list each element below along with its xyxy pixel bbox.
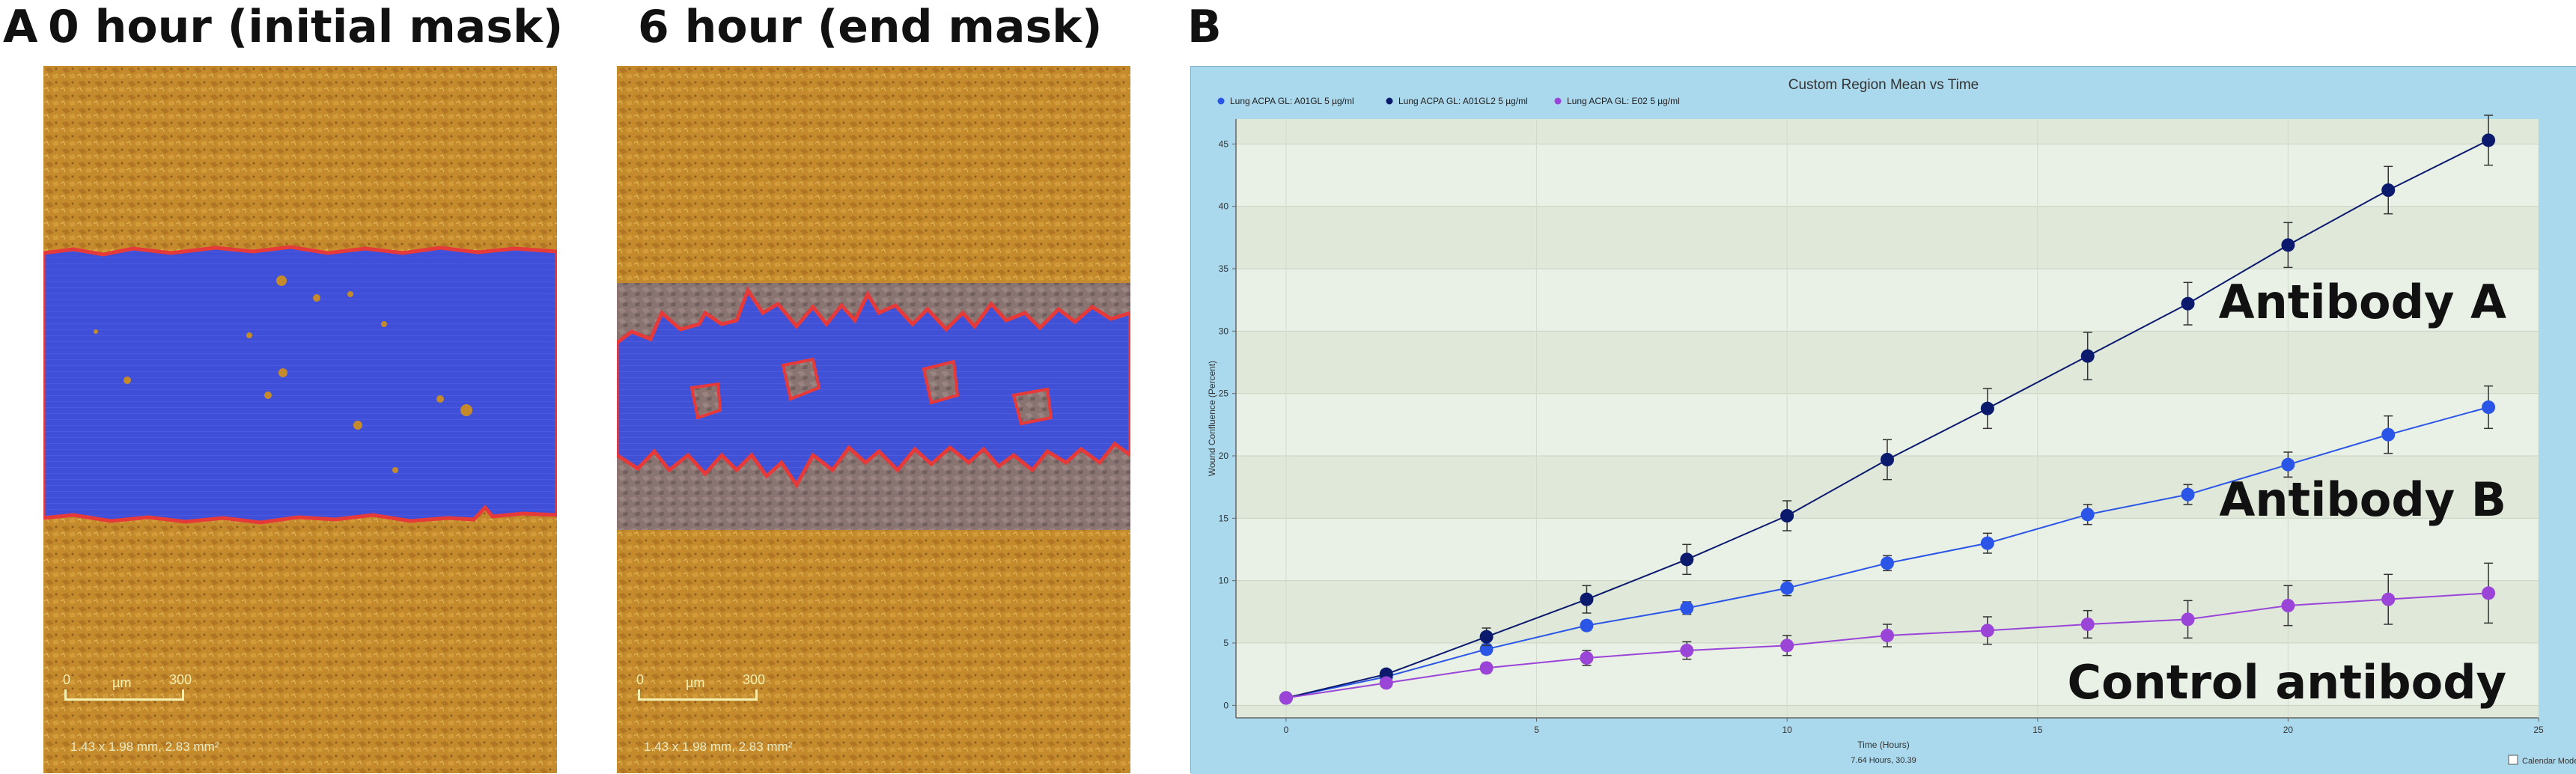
panel-b-letter: B [1187,1,1222,53]
initial-mask-title: 0 hour (initial mask) [48,1,564,53]
data-point [1479,661,1493,675]
x-tick-label: 10 [1782,725,1792,735]
y-tick-label: 40 [1219,201,1229,212]
legend-marker [1217,97,1225,105]
chart-ticks: 0 5 10 15 20 25 30 35 40 45 0 5 10 15 20 25 [1219,138,2544,735]
data-point [2080,349,2095,363]
legend-label: Lung ACPA GL: A01GL2 5 µg/ml [1398,96,1528,106]
scalebar-unit-label: µm [686,675,705,690]
data-point [1881,629,1894,642]
micrograph-initial-mask: 0 µm 300 1.43 x 1.98 mm, 2.83 mm² [43,66,557,773]
legend-marker [1386,97,1393,105]
data-point [1580,618,1594,633]
y-tick-label: 30 [1219,326,1229,336]
x-tick-label: 25 [2533,725,2544,735]
data-point [2381,592,2396,606]
grid-band [1236,643,2539,706]
scalebar [638,698,758,701]
control-antibody-label: Control antibody [2067,655,2506,710]
panel-a-letter: A [3,1,38,53]
end-mask-image [617,66,1130,773]
data-point [2482,400,2496,414]
scalebar-left-tick [638,689,640,700]
data-point [2080,508,2095,522]
initial-mask-image [43,66,557,773]
data-point [2181,487,2195,502]
data-point [2281,599,2295,612]
data-point [2381,427,2396,442]
calendar-mode-label: Calendar Mode [2522,757,2576,766]
data-point [1980,536,1994,550]
data-point [2281,457,2295,472]
image-dimensions-label: 1.43 x 1.98 mm, 2.83 mm² [644,740,793,754]
chart-series [1279,115,2496,705]
data-point [1980,624,1994,638]
x-tick-label: 0 [1284,725,1289,735]
scalebar-zero-label: 0 [636,672,645,687]
scalebar-right-tick [755,689,758,700]
y-tick-label: 25 [1219,388,1229,399]
legend-label: Lung ACPA GL: E02 5 µg/ml [1567,96,1680,106]
chart-legend: Lung ACPA GL: A01GL 5 µg/ml Lung ACPA GL:… [1217,96,1680,106]
data-point [1980,401,1994,415]
wound-confluence-chart: Custom Region Mean vs Time Lung ACPA GL:… [1190,66,2576,774]
y-tick-label: 0 [1223,700,1228,710]
scalebar-zero-label: 0 [63,672,71,687]
calendar-mode-checkbox[interactable] [2508,755,2518,765]
data-point [2281,238,2295,252]
data-point [2482,133,2496,147]
x-tick-label: 20 [2283,725,2294,735]
data-point [1680,552,1694,567]
y-axis-label: Wound Confluence (Percent) [1207,361,1217,477]
data-point [1881,453,1894,466]
grid-band [1236,518,2539,581]
data-point [1379,676,1393,690]
antibody-b-label: Antibody B [2219,472,2506,527]
chart-axes [1235,119,2539,719]
legend-marker [1554,97,1562,105]
data-point [1580,651,1594,665]
y-tick-label: 5 [1223,638,1228,648]
series-group [1279,562,2496,705]
data-point [2181,612,2195,627]
status-readout: 7.64 Hours, 30.39 [1851,756,1916,765]
data-point [1780,509,1794,522]
data-point [2381,183,2396,197]
chart-svg: Custom Region Mean vs Time Lung ACPA GL:… [1191,67,2576,774]
y-tick-label: 20 [1219,451,1229,461]
legend-label: Lung ACPA GL: A01GL 5 µg/ml [1230,96,1354,106]
y-tick-label: 10 [1219,576,1229,586]
x-axis-label: Time (Hours) [1857,740,1910,750]
y-tick-label: 35 [1219,263,1229,274]
x-tick-label: 15 [2033,725,2043,735]
data-point [1580,592,1594,606]
grid-band [1236,144,2539,207]
y-tick-label: 15 [1219,513,1229,523]
data-point [1680,601,1694,615]
scalebar-right-tick [182,689,184,700]
scalebar-300-label: 300 [169,672,192,687]
micrograph-end-mask: 0 µm 300 1.43 x 1.98 mm, 2.83 mm² [617,66,1130,773]
data-point [2181,296,2195,311]
series-group [1279,115,2496,705]
scalebar-left-tick [64,689,67,700]
grid-band [1236,269,2539,332]
end-mask-title: 6 hour (end mask) [638,1,1103,53]
x-tick-label: 5 [1534,725,1539,735]
data-point [2482,586,2496,600]
scalebar [64,698,184,701]
data-point [2080,618,2095,631]
image-dimensions-label: 1.43 x 1.98 mm, 2.83 mm² [70,740,219,754]
data-point [1780,581,1794,595]
data-point [1780,639,1794,653]
data-point [1881,556,1894,570]
data-point [1680,644,1694,657]
scalebar-unit-label: µm [112,675,132,690]
y-tick-label: 45 [1219,138,1229,149]
antibody-a-label: Antibody A [2219,275,2506,329]
chart-title: Custom Region Mean vs Time [1788,77,1979,93]
data-point [1279,691,1293,705]
scalebar-300-label: 300 [743,672,766,687]
data-point [1479,630,1493,644]
